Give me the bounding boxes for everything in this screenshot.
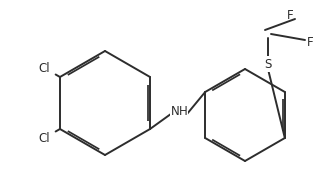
Text: N: N [171, 104, 179, 117]
Text: F: F [307, 36, 313, 49]
Text: F: F [287, 9, 293, 22]
Text: H: H [179, 104, 187, 117]
Text: S: S [264, 57, 272, 70]
Text: Cl: Cl [39, 62, 50, 74]
Text: Cl: Cl [39, 131, 50, 145]
